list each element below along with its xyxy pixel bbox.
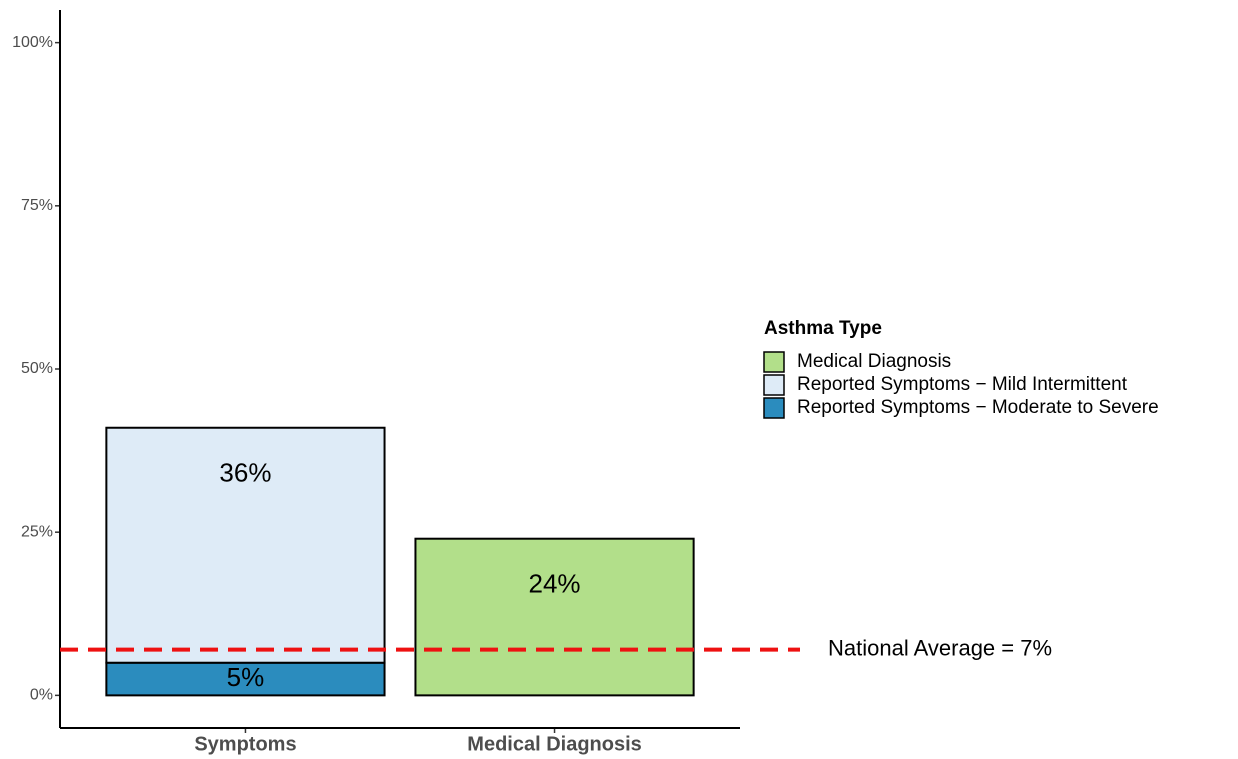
legend-label: Reported Symptoms − Mild Intermittent <box>797 374 1128 395</box>
bar-segment <box>105 426 386 664</box>
bar-segment <box>414 537 695 697</box>
legend-swatch <box>763 397 785 419</box>
x-tick-label: Symptoms <box>194 733 296 755</box>
y-tick-label: 50% <box>21 360 53 377</box>
legend-label: Medical Diagnosis <box>797 351 951 372</box>
value-label: 36% <box>219 458 271 488</box>
y-tick-label: 0% <box>30 687 53 704</box>
value-label: 5% <box>227 662 265 692</box>
value-label: 24% <box>529 569 581 599</box>
x-tick-label: Medical Diagnosis <box>467 733 642 755</box>
legend-label: Reported Symptoms − Moderate to Severe <box>797 397 1159 418</box>
legend-title: Asthma Type <box>764 318 882 339</box>
y-tick-label: 100% <box>12 34 53 51</box>
legend-swatch <box>763 374 785 396</box>
legend-swatch <box>763 351 785 373</box>
y-tick-label: 75% <box>21 197 53 214</box>
y-tick-label: 25% <box>21 523 53 540</box>
reference-label: National Average = 7% <box>828 635 1052 660</box>
